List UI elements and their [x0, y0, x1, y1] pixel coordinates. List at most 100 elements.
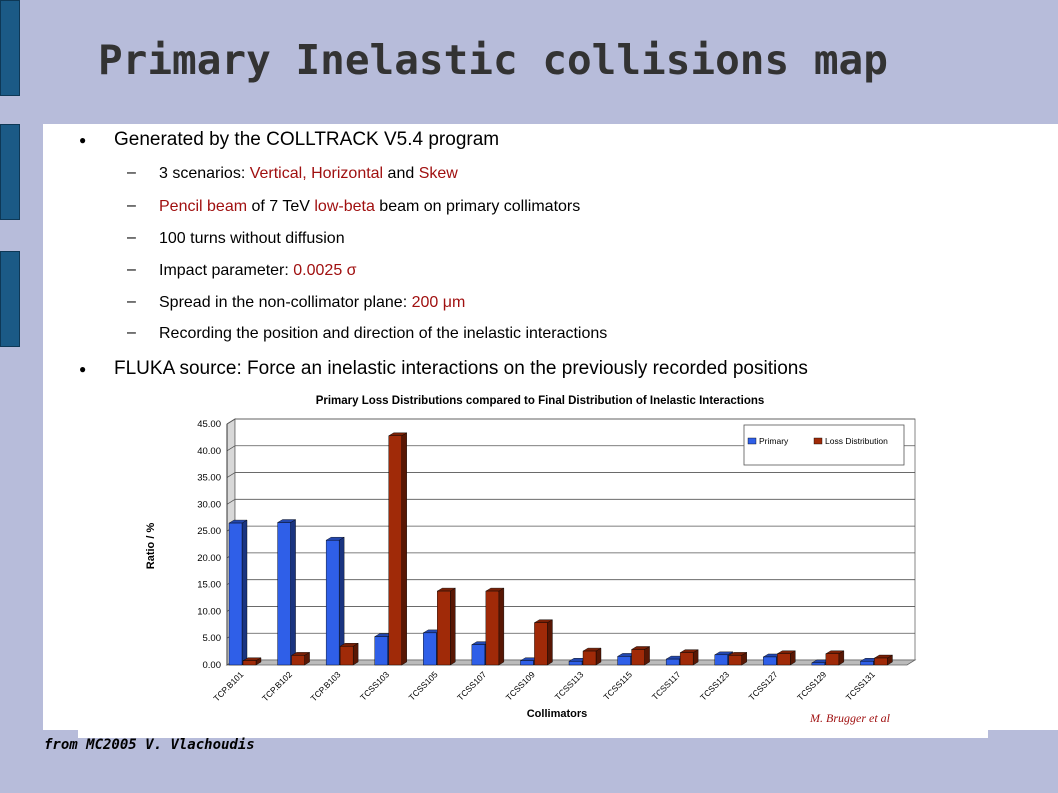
dash-glyph: – — [127, 261, 136, 278]
bar-primary — [471, 644, 486, 666]
bar-chart-svg: Primary Loss Distributions compared to F… — [145, 395, 917, 725]
bar-loss-distribution — [485, 590, 500, 666]
bar-primary — [374, 636, 388, 666]
bar-loss-distribution — [777, 653, 791, 666]
bar-loss-distribution — [582, 650, 597, 666]
bar-chart: Primary Loss Distributions compared to F… — [140, 388, 920, 736]
gridline-diagonal — [226, 498, 236, 505]
bar-loss-distribution-side — [547, 619, 553, 666]
bullet-dot: ● — [79, 362, 87, 376]
y-tick-label: 15.00 — [197, 580, 221, 591]
sub-highlight: 0.0025 σ — [293, 262, 357, 279]
y-tick-label: 5.00 — [203, 633, 222, 644]
content-panel-lower — [78, 730, 988, 738]
y-tick-label: 10.00 — [197, 606, 221, 617]
x-tick-label: TCSS113 — [553, 669, 586, 702]
sub-bullet-pencil-beam: – Pencil beam of 7 TeV low-beta beam on … — [127, 197, 581, 216]
bar-loss-distribution — [534, 622, 548, 666]
gridline-diagonal — [226, 445, 236, 452]
x-tick-label: TCSS129 — [795, 669, 828, 702]
sub-bullet-spread: – Spread in the non-collimator plane: 20… — [127, 293, 466, 312]
bar-loss-distribution-side — [498, 587, 505, 666]
bar-primary — [228, 522, 243, 666]
bar-primary — [617, 656, 631, 666]
sub-text: 3 scenarios: — [159, 165, 250, 182]
gridline-diagonal — [226, 418, 236, 425]
bullet-colltrack: ● Generated by the COLLTRACK V5.4 progra… — [79, 129, 499, 151]
legend-label: Primary — [759, 436, 789, 446]
bar-primary — [520, 660, 534, 666]
sub-text: Recording the position and direction of … — [159, 325, 608, 342]
bar-loss-distribution — [339, 646, 354, 666]
sub-text: and — [383, 165, 419, 182]
sub-highlight: Vertical, Horizontal — [249, 165, 384, 182]
x-tick-label: TCSS109 — [504, 669, 537, 702]
slide-title: Primary Inelastic collisions map — [98, 36, 888, 84]
bar-loss-distribution-side — [352, 642, 359, 666]
bar-primary-side — [290, 519, 296, 666]
bullet-fluka: ● FLUKA source: Force an inelastic inter… — [79, 358, 808, 380]
bar-primary — [811, 662, 826, 666]
sidebar-decoration-top — [0, 0, 20, 96]
bar-primary — [860, 661, 874, 666]
dash-glyph: – — [127, 293, 136, 310]
x-tick-label: TCP.B101 — [211, 669, 245, 703]
bar-loss-distribution — [825, 653, 840, 666]
bullet-text: FLUKA source: Force an inelastic interac… — [114, 358, 808, 379]
plot-area: 0.00 5.00 10.00 15.00 20.00 25.00 30.00 35.00 40… — [197, 418, 917, 703]
y-tick-label: 40.00 — [197, 446, 221, 457]
bar-primary — [665, 658, 680, 666]
sub-bullet-scenarios: – 3 scenarios: Vertical, Horizontal and … — [127, 164, 458, 183]
x-tick-label: TCSS115 — [601, 669, 634, 702]
chart-credit: M. Brugger et al — [809, 711, 891, 725]
y-tick-label: 25.00 — [197, 526, 221, 537]
x-tick-label: TCSS127 — [747, 669, 780, 702]
legend-swatch — [813, 437, 823, 445]
x-tick-label: TCSS105 — [407, 669, 440, 702]
bar-primary — [714, 654, 728, 666]
bar-loss-distribution — [679, 652, 694, 666]
sub-text: Impact parameter: — [159, 262, 294, 279]
sub-text: of 7 TeV — [247, 198, 315, 215]
sub-highlight: low-beta — [314, 198, 375, 215]
x-tick-label: TCSS103 — [358, 669, 391, 702]
legend-label: Loss Distribution — [825, 436, 888, 446]
x-tick-label: TCP.B103 — [309, 669, 343, 703]
sub-highlight: 200 μm — [411, 294, 466, 311]
bar-loss-distribution — [291, 655, 305, 666]
y-tick-label: 20.00 — [197, 553, 221, 564]
sub-highlight: Pencil beam — [159, 198, 248, 215]
y-tick-label: 0.00 — [203, 660, 222, 671]
dash-glyph: – — [127, 164, 136, 181]
bar-primary — [423, 632, 437, 666]
gridline-diagonal — [226, 472, 236, 478]
sidebar-decoration-middle — [0, 124, 20, 220]
bar-loss-distribution — [242, 660, 257, 666]
sub-text: Spread in the non-collimator plane: — [159, 294, 412, 311]
sub-text: beam on primary collimators — [374, 198, 581, 215]
bar-loss-distribution — [437, 590, 451, 666]
y-tick-label: 30.00 — [197, 499, 221, 510]
footer-source: from MC2005 V. Vlachoudis — [44, 737, 255, 753]
x-tick-label: TCP.B102 — [260, 669, 294, 703]
bar-loss-distribution — [388, 435, 402, 666]
sidebar-decoration-bottom — [0, 251, 20, 347]
bullet-dot: ● — [79, 133, 87, 147]
x-tick-label: TCSS107 — [455, 669, 488, 702]
bar-primary — [325, 540, 340, 666]
sub-text: 100 turns without diffusion — [159, 230, 345, 247]
legend-box — [743, 424, 905, 466]
chart-title: Primary Loss Distributions compared to F… — [316, 395, 765, 407]
dash-glyph: – — [127, 324, 136, 341]
bar-loss-distribution — [874, 657, 888, 666]
legend-swatch — [747, 437, 757, 445]
dash-glyph: – — [127, 197, 136, 214]
bar-loss-distribution — [728, 655, 742, 666]
sub-highlight: Skew — [418, 165, 458, 182]
bar-loss-distribution — [631, 649, 645, 666]
x-tick-label: TCSS123 — [698, 669, 731, 702]
bar-loss-distribution-side — [401, 432, 407, 666]
bar-loss-distribution-side — [450, 587, 456, 666]
y-tick-label: 45.00 — [197, 419, 221, 430]
sub-bullet-recording: – Recording the position and direction o… — [127, 324, 608, 343]
